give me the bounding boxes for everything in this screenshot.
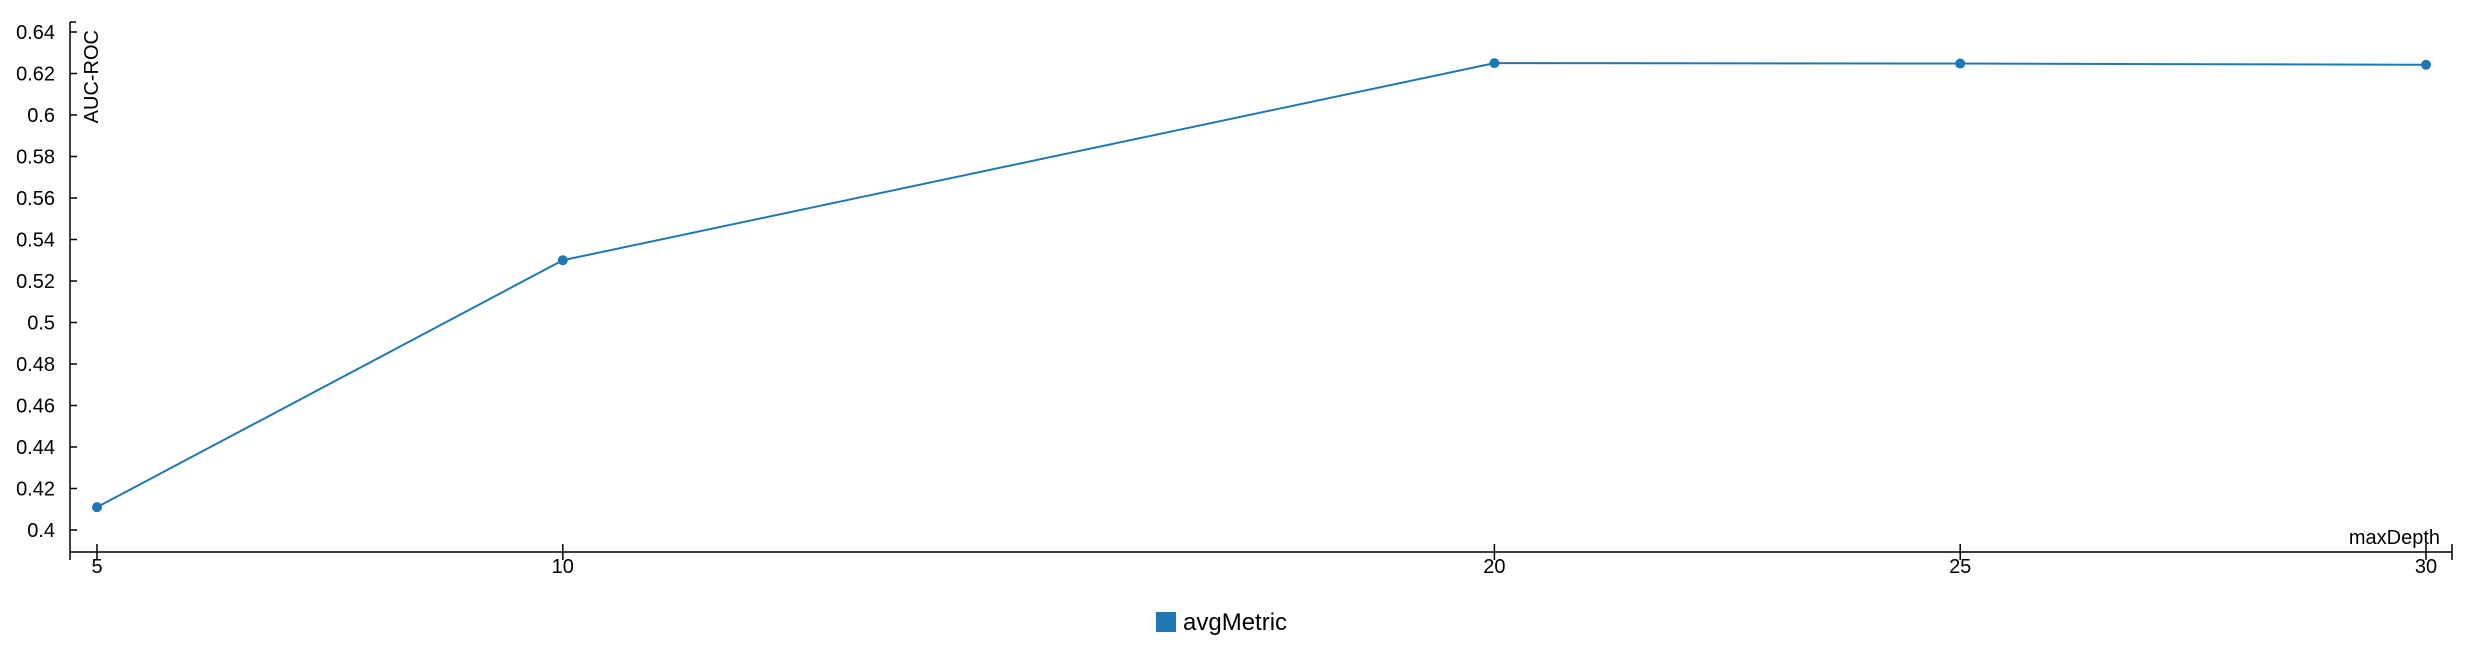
x-tick-label: 10 (552, 556, 574, 578)
series-layer (92, 58, 2431, 513)
y-tick-label: 0.4 (27, 520, 55, 542)
y-tick-label: 0.44 (16, 437, 55, 459)
x-axis-title: maxDepth (2349, 527, 2440, 549)
x-tick-label: 30 (2415, 556, 2437, 578)
data-point[interactable] (2421, 59, 2431, 70)
data-point[interactable] (1489, 58, 1500, 69)
legend-swatch[interactable] (1156, 612, 1176, 632)
data-point[interactable] (1955, 58, 1966, 69)
data-point[interactable] (557, 255, 568, 266)
y-tick-label: 0.62 (16, 64, 55, 86)
y-tick-label: 0.46 (16, 396, 55, 418)
y-tick-label: 0.54 (16, 230, 55, 252)
y-tick-label: 0.58 (16, 147, 55, 169)
y-tick-label: 0.5 (27, 313, 55, 335)
legend-label[interactable]: avgMetric (1183, 609, 1287, 636)
y-tick-label: 0.48 (16, 354, 55, 376)
data-point[interactable] (92, 502, 102, 513)
y-tick-label: 0.56 (16, 188, 55, 210)
x-tick-label: 25 (1949, 556, 1971, 578)
series-line-avgMetric (96, 62, 2427, 509)
x-tick-label: 20 (1483, 556, 1505, 578)
y-axis: 0.4 0.42 0.44 0.46 0.48 0.5 0.52 0.54 0.56 0.58 0.… (16, 21, 77, 552)
x-axis: 5 10 20 25 30 (69, 544, 2453, 578)
y-axis-title: AUC-ROC (81, 30, 103, 123)
legend: avgMetric (1156, 609, 1287, 636)
x-tick-label: 5 (91, 556, 102, 578)
y-tick-label: 0.42 (16, 479, 55, 501)
y-tick-label: 0.64 (16, 22, 55, 44)
y-tick-label: 0.52 (16, 271, 55, 293)
y-tick-label: 0.6 (27, 105, 55, 127)
